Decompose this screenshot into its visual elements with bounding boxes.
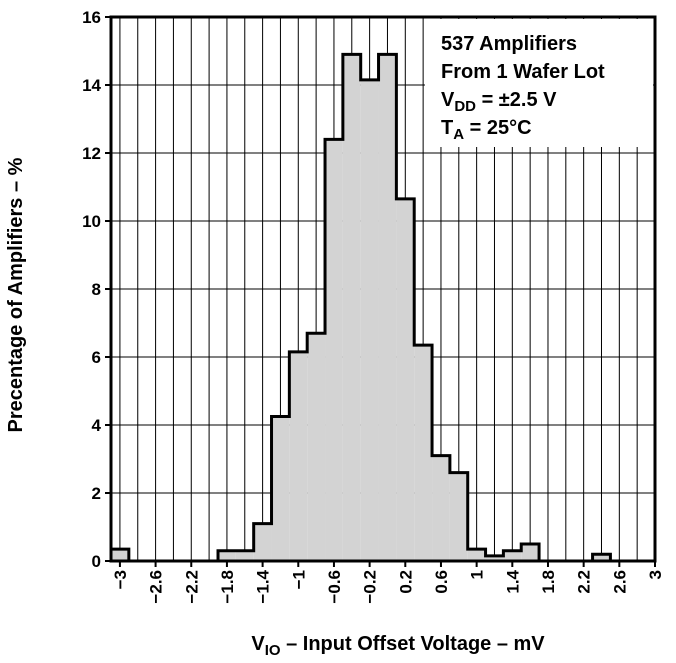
y-tick-label: 6 — [92, 348, 101, 367]
histogram-bar — [592, 554, 611, 561]
x-tick-label: −3 — [111, 570, 130, 589]
x-tick-label: 1.8 — [539, 570, 558, 594]
y-tick-label: 8 — [92, 280, 101, 299]
x-tick-label: −1.8 — [218, 570, 237, 604]
x-tick-label: −0.6 — [325, 570, 344, 604]
y-axis-ticks: 0 2 4 6 8 10 12 14 16 — [82, 8, 111, 571]
histogram-bar — [521, 544, 540, 561]
y-tick-label: 4 — [92, 416, 102, 435]
x-tick-label: −1 — [289, 570, 308, 589]
x-tick-label: −1.4 — [254, 569, 273, 603]
histogram-bar — [360, 79, 379, 562]
histogram-bar — [253, 523, 272, 561]
histogram-bar — [325, 139, 343, 561]
y-tick-label: 12 — [82, 144, 101, 163]
histogram-bar — [414, 345, 433, 561]
histogram-bar — [503, 550, 522, 561]
histogram-bar — [378, 54, 397, 562]
x-tick-label: 2.6 — [610, 570, 629, 594]
histogram-bar — [235, 550, 254, 561]
histogram-bar — [307, 333, 326, 561]
histogram-bar — [396, 198, 415, 561]
legend: 537 Amplifiers From 1 Wafer Lot VDD = ±2.5… — [441, 33, 605, 143]
x-tick-label: 3 — [646, 570, 665, 579]
legend-line: TA = 25°C — [441, 117, 532, 143]
histogram-bar — [289, 351, 308, 561]
x-axis-ticks: −3 −2.6 −2.2 −1.8 −1.4 −1 −0.6 −0.2 0.2 0.6 1 1.4 1.… — [111, 561, 665, 604]
x-tick-label: −2.6 — [147, 570, 166, 604]
x-tick-label: 2.2 — [575, 570, 594, 594]
y-tick-label: 2 — [92, 484, 101, 503]
y-tick-label: 14 — [82, 76, 101, 95]
x-tick-label: 1 — [468, 570, 487, 579]
histogram-bars — [111, 54, 611, 562]
y-tick-label: 16 — [82, 8, 101, 27]
x-tick-label: 1.4 — [503, 569, 522, 593]
legend-line: 537 Amplifiers — [441, 33, 577, 55]
x-tick-label: 0.6 — [432, 570, 451, 594]
y-tick-label: 10 — [82, 212, 101, 231]
legend-line: VDD = ±2.5 V — [441, 89, 557, 115]
histogram-bar — [467, 549, 486, 561]
histogram-bar — [111, 549, 129, 561]
legend-box — [425, 19, 653, 147]
y-axis-label: Precentage of Amplifiers – % — [5, 157, 27, 432]
histogram-bar — [271, 416, 290, 561]
x-tick-label: 0.2 — [396, 570, 415, 594]
x-tick-label: −0.2 — [361, 570, 380, 604]
legend-line: From 1 Wafer Lot — [441, 61, 605, 83]
histogram-bar — [342, 54, 361, 562]
histogram-bar — [432, 455, 450, 561]
x-axis-label: VIO – Input Offset Voltage – mV — [251, 633, 545, 659]
histogram-bar — [449, 472, 468, 561]
y-tick-label: 0 — [92, 552, 101, 571]
x-tick-label: −2.2 — [182, 570, 201, 604]
histogram-bar — [218, 550, 236, 561]
histogram-bar — [485, 555, 504, 561]
